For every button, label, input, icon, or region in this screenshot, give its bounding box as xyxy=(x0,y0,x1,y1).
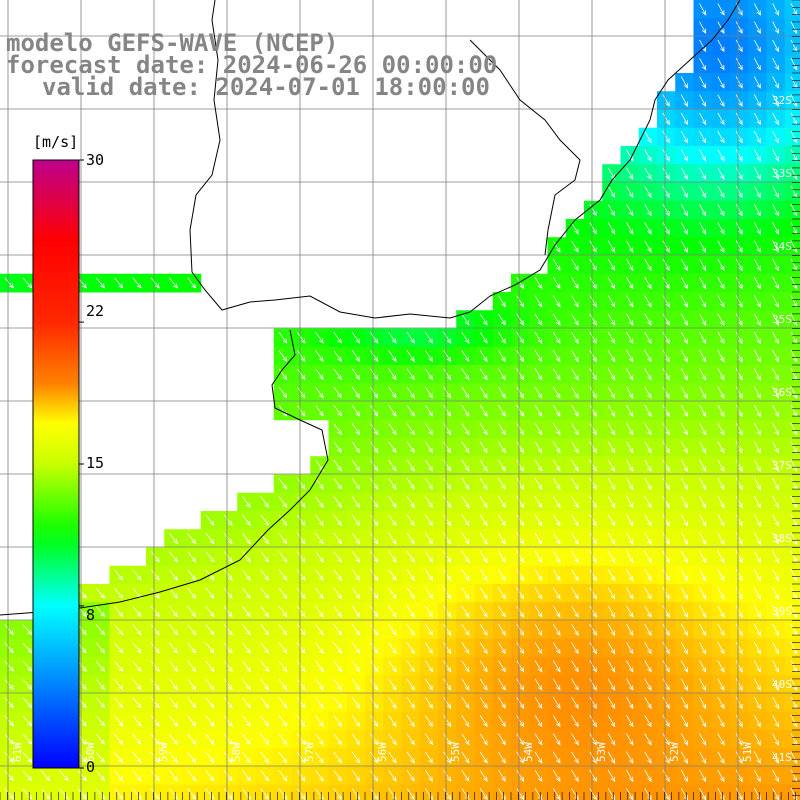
coastline xyxy=(189,0,741,319)
lon-label: 59W xyxy=(157,742,170,762)
lon-label: 58W xyxy=(230,742,243,762)
lat-label: 32S xyxy=(772,94,792,107)
lon-label: 53W xyxy=(595,742,608,762)
lon-label: 60W xyxy=(84,742,97,762)
lat-label: 39S xyxy=(772,605,792,618)
title-valid-date: valid date: 2024-07-01 18:00:00 xyxy=(42,73,490,101)
title-forecast-date: forecast date: 2024-06-26 00:00:00 xyxy=(6,51,498,79)
lon-label: 51W xyxy=(741,742,754,762)
lat-label: 40S xyxy=(772,678,792,691)
lat-label: 37S xyxy=(772,459,792,472)
colorbar-tick-0: 0 xyxy=(86,758,96,776)
lon-label: 54W xyxy=(522,742,535,762)
wind-arrows xyxy=(4,3,798,800)
lon-label: 61W xyxy=(11,742,24,762)
lat-label: 35S xyxy=(772,313,792,326)
lat-label: 41S xyxy=(772,751,792,764)
lon-label: 52W xyxy=(668,742,681,762)
colorbar-tick-15: 15 xyxy=(86,454,105,472)
lat-label: 33S xyxy=(772,167,792,180)
lon-label: 57W xyxy=(303,742,316,762)
colorbar-tick-8: 8 xyxy=(86,606,96,624)
coastline-argentina xyxy=(0,329,329,616)
lat-label: 38S xyxy=(772,532,792,545)
colorbar xyxy=(32,159,84,769)
lon-label: 55W xyxy=(449,742,462,762)
title-model: modelo GEFS-WAVE (NCEP) xyxy=(6,29,339,57)
coastline-uruguay-interior xyxy=(469,39,581,256)
colorbar-tick-22: 22 xyxy=(86,302,105,320)
lat-label: 34S xyxy=(772,240,792,253)
lat-label: 36S xyxy=(772,386,792,399)
colorbar-unit: [m/s] xyxy=(33,133,79,151)
lon-label: 56W xyxy=(376,742,389,762)
colorbar-tick-30: 30 xyxy=(86,151,105,169)
